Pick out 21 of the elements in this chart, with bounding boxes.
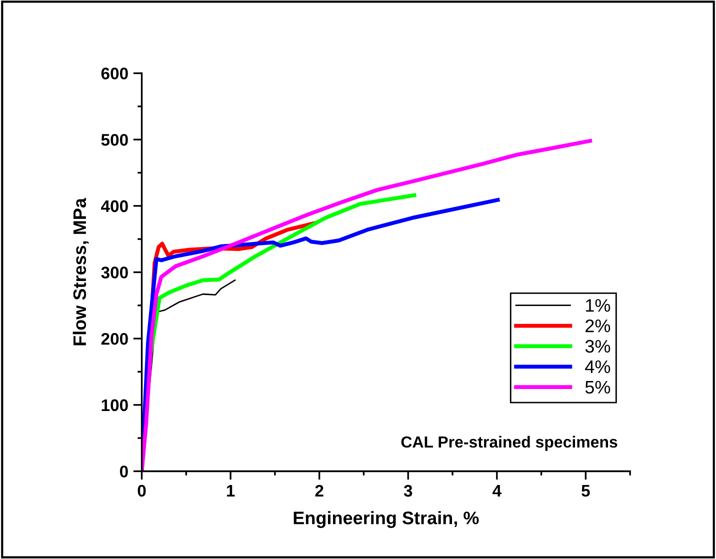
legend-label: 4%	[585, 360, 610, 374]
legend-label: 1%	[586, 299, 610, 312]
y-tick-label: 600	[101, 68, 128, 80]
y-tick-label: 200	[101, 332, 128, 345]
y-tick-label: 100	[102, 399, 128, 412]
y-tick-label: 0	[120, 466, 128, 478]
x-tick-label: 4	[492, 485, 502, 497]
y-tick-label: 400	[101, 200, 128, 212]
x-tick-label: 5	[582, 485, 590, 497]
y-axis-title: Flow Stress, MPa	[72, 198, 89, 346]
y-tick-label: 500	[101, 134, 128, 146]
y-tick-label: 300	[101, 266, 128, 278]
x-tick-label: 3	[404, 484, 412, 497]
legend-label: 2%	[586, 319, 610, 332]
x-tick-label: 1	[226, 485, 235, 497]
x-axis-title: Engineering Strain, %	[294, 511, 479, 528]
annotation: CAL Pre-strained specimens	[401, 436, 618, 451]
x-tick-label: 0	[138, 484, 146, 497]
legend-label: 3%	[585, 340, 610, 353]
x-tick-label: 2	[315, 484, 324, 497]
legend-label: 5%	[585, 380, 610, 394]
